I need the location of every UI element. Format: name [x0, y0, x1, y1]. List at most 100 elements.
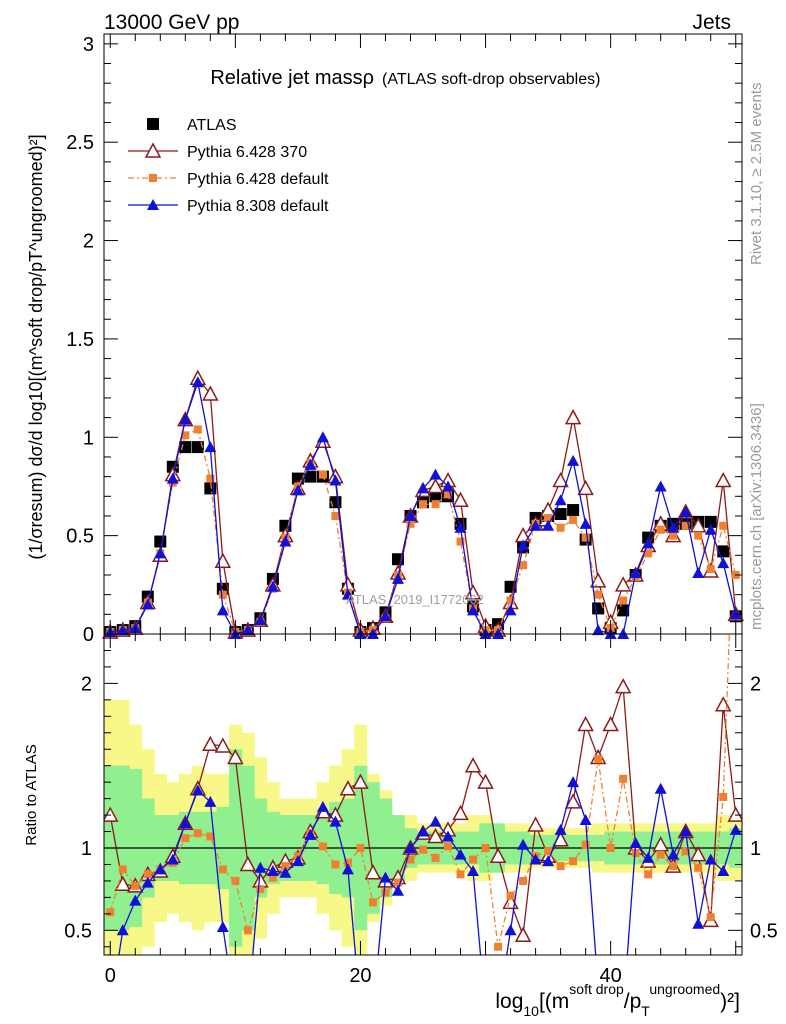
- chart-title: Relative jet massρ: [210, 67, 374, 89]
- data-point: [717, 557, 730, 569]
- ratio-panel-frame: [103, 633, 743, 956]
- ratio-point: [514, 926, 532, 942]
- data-point: [654, 480, 667, 492]
- data-point: [304, 458, 317, 470]
- y-tick-label: 1.5: [66, 329, 94, 351]
- ratio-point: [279, 866, 292, 878]
- data-point: [202, 385, 219, 401]
- data-point: [554, 508, 567, 520]
- x-tick-label: 20: [349, 965, 371, 987]
- ratio-point: [614, 678, 632, 694]
- legend-marker: [149, 174, 157, 182]
- ratio-point: [116, 924, 129, 936]
- data-point: [719, 521, 728, 530]
- ratio-point: [631, 848, 640, 857]
- data-point: [464, 584, 482, 600]
- legend-marker: [147, 199, 159, 210]
- ratio-point: [179, 817, 192, 829]
- ratio-point: [381, 888, 390, 897]
- ratio-point: [216, 921, 229, 933]
- data-point: [181, 431, 190, 440]
- ratio-point: [527, 816, 544, 832]
- rivet-label: Rivet 3.1.10, ≥ 2.5M events: [748, 83, 765, 266]
- data-point: [166, 472, 179, 484]
- ratio-point: [417, 825, 429, 837]
- ratio-y-axis-label: Ratio to ATLAS: [23, 744, 40, 845]
- data-point: [318, 470, 327, 479]
- ratio-point: [166, 853, 179, 865]
- ratio-point: [504, 924, 517, 936]
- data-point: [567, 454, 580, 466]
- ratio-point: [154, 863, 167, 875]
- data-point: [191, 376, 204, 388]
- data-point: [329, 474, 342, 486]
- ratio-point: [544, 847, 553, 856]
- main-y-axis-label: (1/σresum) dσ/d log10[(m^soft drop/pT^un…: [26, 134, 46, 559]
- data-point: [544, 513, 553, 522]
- x-axis-label-text: log10[(msoft drop/pTungroomed)²]: [495, 981, 740, 1019]
- legend-marker: [147, 118, 159, 130]
- ratio-point: [193, 829, 202, 838]
- y-tick-label: 1: [83, 427, 94, 449]
- ratio-point: [556, 862, 565, 871]
- ratio-point: [429, 815, 442, 827]
- ratio-point: [567, 776, 580, 788]
- ratio-y-tick-label: 2: [81, 673, 92, 695]
- data-point: [444, 490, 453, 499]
- energy-label: 13000 GeV pp: [104, 11, 239, 34]
- data-point: [404, 509, 417, 521]
- data-point: [204, 441, 217, 453]
- data-point: [379, 610, 392, 622]
- ratio-point: [669, 862, 678, 871]
- data-point: [619, 596, 628, 605]
- data-point: [644, 549, 653, 558]
- main-panel-marks: [101, 369, 745, 639]
- ratio-point: [427, 827, 444, 844]
- ratio-point: [481, 844, 490, 852]
- data-point: [216, 604, 229, 616]
- data-point: [552, 471, 569, 488]
- ratio-point: [519, 876, 528, 885]
- data-point: [667, 521, 680, 533]
- ratio-point: [456, 870, 465, 879]
- x-tick-label: 40: [600, 965, 622, 987]
- ratio-point: [206, 832, 215, 841]
- ratio-point: [517, 838, 530, 850]
- data-point: [304, 470, 317, 483]
- data-point: [569, 515, 578, 524]
- ratio-y-tick-label: 1: [81, 838, 92, 860]
- ratio-point: [452, 804, 469, 821]
- ratio-point: [106, 908, 115, 917]
- ratio-point: [341, 863, 354, 875]
- ratio-point: [204, 795, 217, 807]
- ratio-point: [467, 865, 480, 877]
- ratio-point: [339, 780, 357, 796]
- data-point: [141, 598, 154, 610]
- data-point: [519, 561, 528, 570]
- ratio-point: [291, 855, 304, 867]
- ratio-point: [406, 855, 415, 864]
- ratio-y-tick-label: 0.5: [64, 920, 92, 942]
- data-point: [291, 484, 304, 496]
- data-point: [567, 504, 580, 517]
- ratio-point: [356, 844, 365, 852]
- data-point: [179, 413, 192, 425]
- y-tick-label: 0.5: [66, 526, 94, 548]
- data-point: [577, 479, 594, 496]
- ratio-point: [469, 855, 478, 864]
- data-point: [594, 590, 603, 599]
- y-tick-label: 3: [83, 34, 94, 56]
- data-point: [406, 519, 415, 528]
- ratio-y-tick-label-right: 0.5: [750, 920, 778, 942]
- data-point: [642, 537, 655, 549]
- ratio-point: [619, 774, 628, 783]
- ratio-point: [717, 865, 730, 877]
- legend-label: ATLAS: [187, 117, 237, 134]
- ratio-point: [606, 844, 615, 852]
- ratio-point: [118, 865, 127, 874]
- data-point: [679, 506, 692, 518]
- ratio-point: [444, 842, 453, 851]
- ratio-point: [692, 917, 705, 929]
- ratio-panel: 0.5 0.51 12 20 20 40 Ratio to ATLAS: [23, 633, 778, 987]
- data-point: [452, 491, 469, 507]
